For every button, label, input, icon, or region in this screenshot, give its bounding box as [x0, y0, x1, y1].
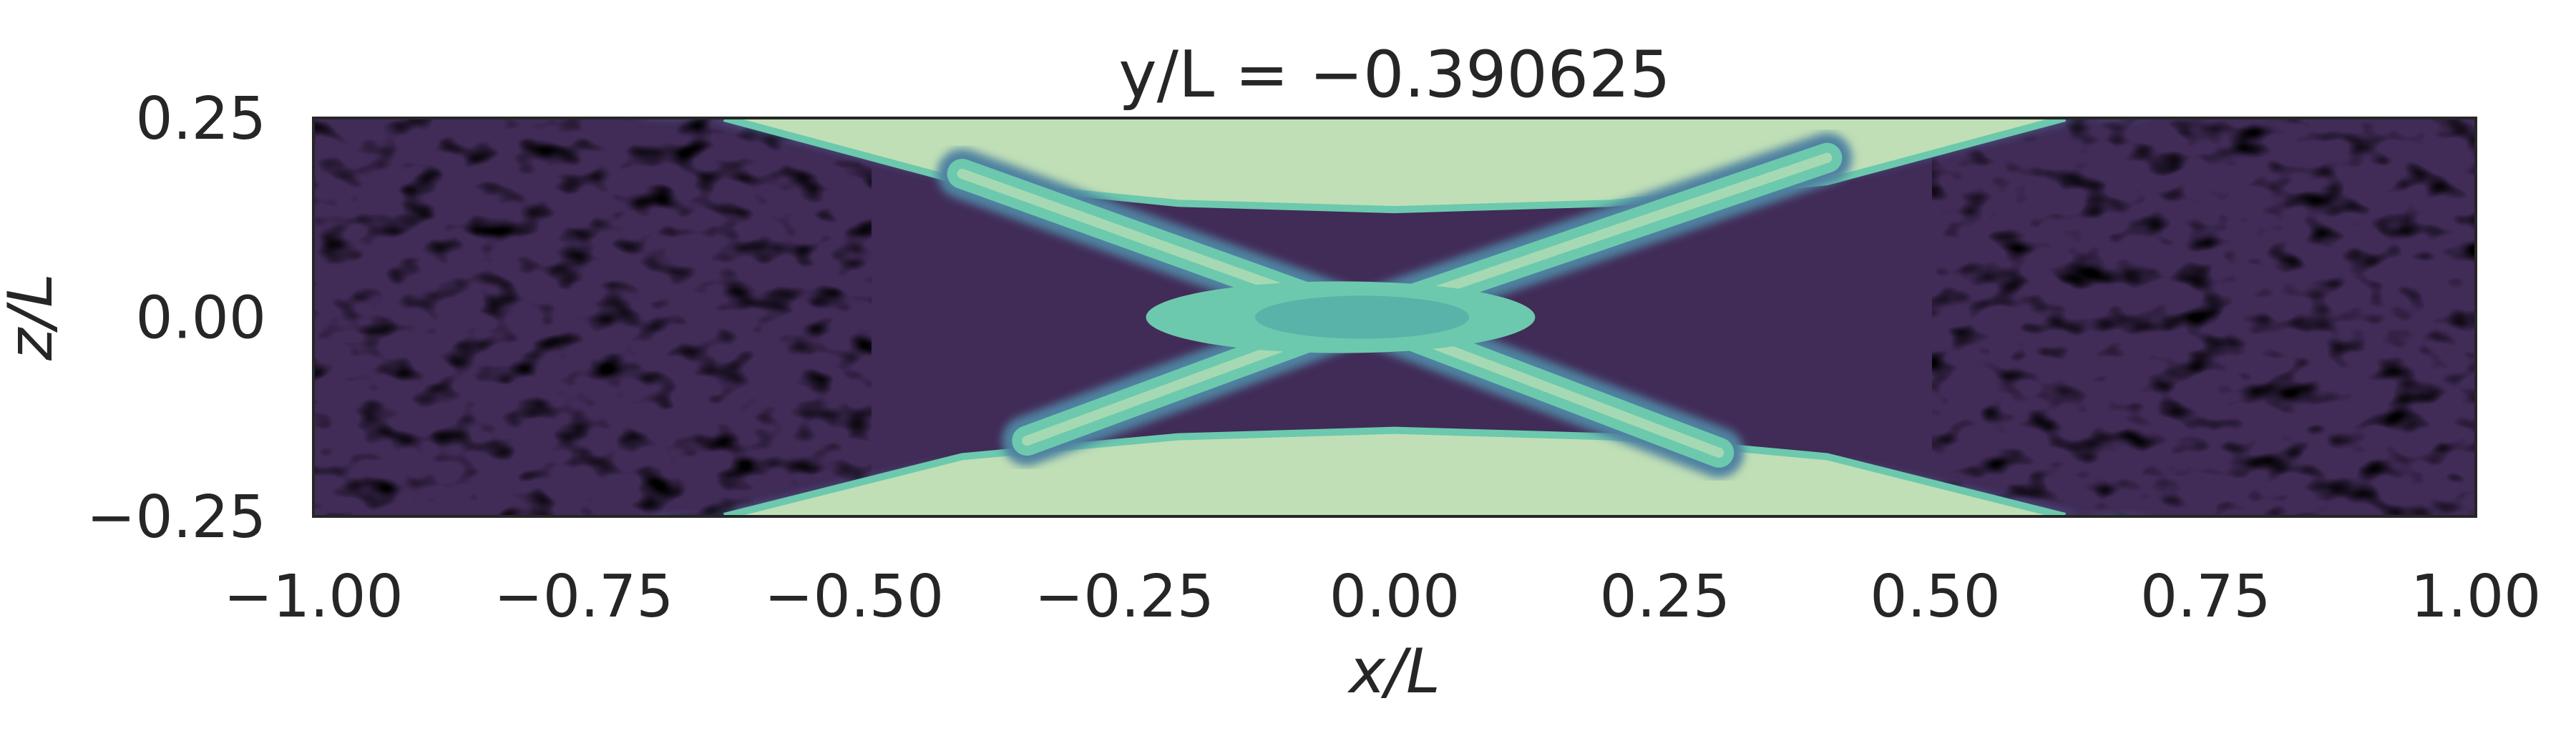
- x-tick-label: −0.25: [1035, 563, 1214, 631]
- x-tick-label: 0.75: [2140, 563, 2271, 631]
- x-tick-label: 0.00: [1330, 563, 1460, 631]
- chart-title: y/L = −0.390625: [1118, 37, 1670, 112]
- contour-layers: [638, 118, 2152, 516]
- x-tick-label: 0.50: [1870, 563, 2001, 631]
- plot-area: [313, 118, 2476, 516]
- x-tick-label: 0.25: [1599, 563, 1730, 631]
- y-tick-label: 0.25: [135, 85, 266, 153]
- turbulent-speckle-right: [1932, 118, 2476, 516]
- axes-frame: [312, 117, 2477, 518]
- y-tick-labels: 0.25 0.00 −0.25: [87, 85, 266, 551]
- y-tick-label: −0.25: [87, 484, 266, 551]
- central-core-inner: [1255, 295, 1470, 339]
- x-tick-label: −1.00: [223, 563, 403, 631]
- turbulent-speckle-left: [313, 118, 872, 516]
- x-tick-label: 1.00: [2411, 563, 2542, 631]
- x-tick-label: −0.75: [494, 563, 673, 631]
- x-tick-label: −0.50: [764, 563, 944, 631]
- y-tick-label: 0.00: [135, 285, 266, 353]
- x-axis-label: x/L: [1347, 636, 1440, 707]
- lower-band-edge: [723, 426, 2067, 516]
- y-axis-label: z/L: [0, 273, 67, 361]
- x-tick-labels: −1.00 −0.75 −0.50 −0.25 0.00 0.25 0.50 0.75 1.00: [223, 563, 2541, 631]
